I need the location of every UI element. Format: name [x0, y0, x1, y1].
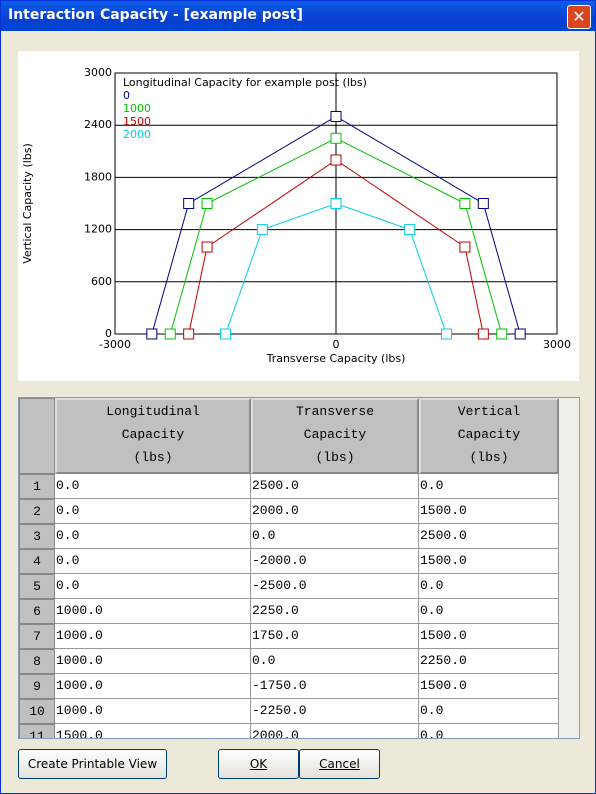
- y-tick-label: 1200: [84, 223, 112, 236]
- row-number: 4: [19, 549, 55, 574]
- ok-button[interactable]: OK: [218, 749, 299, 779]
- data-point: [496, 328, 508, 340]
- close-button[interactable]: ✕: [567, 5, 591, 29]
- legend-entry: 1500: [123, 115, 151, 128]
- table-cell: 2250.0: [419, 649, 559, 674]
- y-tick-label: 600: [91, 275, 112, 288]
- table-cell: 0.0: [419, 699, 559, 724]
- row-number: 11: [19, 724, 55, 738]
- print-button[interactable]: Create Printable View: [18, 749, 167, 779]
- scrollbar[interactable]: [559, 398, 579, 738]
- data-point: [330, 132, 342, 144]
- table-cell: 0.0: [419, 724, 559, 738]
- row-number: 10: [19, 699, 55, 724]
- corner: [19, 398, 55, 474]
- x-tick-label: 3000: [543, 338, 571, 351]
- data-point: [330, 198, 342, 209]
- table-cell: 0.0: [55, 549, 251, 574]
- data-point: [164, 328, 176, 340]
- table-cell: 1500.0: [419, 549, 559, 574]
- data-point: [220, 328, 231, 340]
- legend-entry: 1000: [123, 102, 151, 115]
- table-cell: 2500.0: [251, 474, 419, 499]
- table-cell: 1500.0: [419, 674, 559, 699]
- table-cell: 2500.0: [419, 524, 559, 549]
- data-point: [330, 154, 342, 166]
- data-point: [459, 198, 471, 209]
- data-point: [441, 328, 452, 340]
- table-cell: 1000.0: [55, 699, 251, 724]
- row-number: 6: [19, 599, 55, 624]
- data-point: [477, 198, 489, 209]
- table-cell: 1500.0: [419, 499, 559, 524]
- y-tick-label: 3000: [84, 66, 112, 79]
- data-point: [459, 241, 471, 253]
- title-bar: Interaction Capacity - [example post] ✕: [1, 1, 595, 31]
- table-cell: 0.0: [419, 599, 559, 624]
- y-axis-label: Vertical Capacity (lbs): [21, 143, 34, 264]
- table-cell: 1750.0: [251, 624, 419, 649]
- table-cell: -2000.0: [251, 549, 419, 574]
- table-cell: 1500.0: [419, 624, 559, 649]
- table-cell: 0.0: [55, 474, 251, 499]
- table-cell: 0.0: [55, 524, 251, 549]
- y-tick-label: 2400: [84, 118, 112, 131]
- column-header: Transverse Capacity (lbs): [251, 398, 419, 474]
- table-cell: 1000.0: [55, 599, 251, 624]
- data-point: [201, 241, 213, 253]
- legend-entry: 0: [123, 89, 130, 102]
- table: Longitudinal Capacity (lbs) Transverse Ca…: [18, 397, 580, 739]
- data-point: [404, 224, 416, 236]
- x-tick-label: 0: [333, 338, 340, 351]
- column-header: Longitudinal Capacity (lbs): [55, 398, 251, 474]
- data-point: [183, 328, 195, 340]
- table-cell: 1000.0: [55, 674, 251, 699]
- y-tick-label: 1800: [84, 170, 112, 183]
- table-cell: 0.0: [55, 499, 251, 524]
- row-number: 9: [19, 674, 55, 699]
- table-cell: 1000.0: [55, 649, 251, 674]
- cancel-button[interactable]: Cancel: [299, 749, 380, 779]
- table-cell: -2250.0: [251, 699, 419, 724]
- data-point: [146, 328, 158, 340]
- table-cell: 2250.0: [251, 599, 419, 624]
- row-number: 2: [19, 499, 55, 524]
- table-cell: 0.0: [419, 474, 559, 499]
- data-point: [201, 198, 213, 209]
- data-point: [477, 328, 489, 340]
- table-cell: -1750.0: [251, 674, 419, 699]
- row-number: 1: [19, 474, 55, 499]
- table-cell: 2000.0: [251, 724, 419, 738]
- data-point: [330, 111, 342, 122]
- data-point: [514, 328, 526, 340]
- row-number: 8: [19, 649, 55, 674]
- y-tick-label: 0: [105, 327, 112, 340]
- data-point: [256, 224, 268, 236]
- row-number: 5: [19, 574, 55, 599]
- legend-title: Longitudinal Capacity for example post (…: [123, 76, 367, 89]
- row-number: 3: [19, 524, 55, 549]
- column-header: Vertical Capacity (lbs): [419, 398, 559, 474]
- table-cell: 0.0: [55, 574, 251, 599]
- row-number: 7: [19, 624, 55, 649]
- table-cell: 2000.0: [251, 499, 419, 524]
- table-cell: -2500.0: [251, 574, 419, 599]
- table-cell: 0.0: [419, 574, 559, 599]
- table-cell: 1500.0: [55, 724, 251, 738]
- table-cell: 0.0: [251, 524, 419, 549]
- window-title: Interaction Capacity - [example post]: [8, 7, 303, 23]
- table-cell: 0.0: [251, 649, 419, 674]
- table-cell: 1000.0: [55, 624, 251, 649]
- legend-entry: 2000: [123, 128, 151, 141]
- x-tick-label: -3000: [99, 338, 131, 351]
- x-axis-label: Transverse Capacity (lbs): [266, 352, 406, 365]
- data-point: [183, 198, 195, 209]
